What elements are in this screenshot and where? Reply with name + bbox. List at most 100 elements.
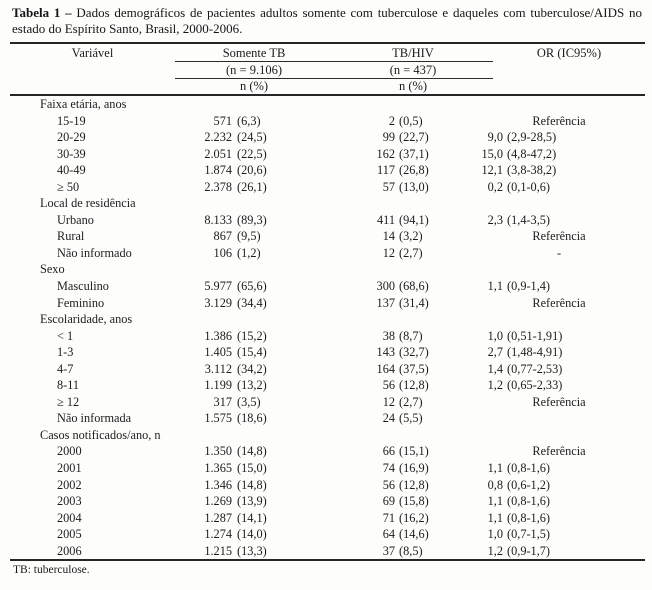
row-label-cell: Sexo — [10, 261, 175, 278]
row-label-cell: Local de residência — [10, 195, 175, 212]
row-label-cell: ≥ 50 — [10, 179, 175, 196]
column-header-somente-tb: Somente TB — [175, 44, 333, 62]
somente-tb-count: 2.051 — [204, 146, 232, 161]
somente-tb-percent: (15,2) — [237, 328, 267, 343]
or-confidence-interval: (0,1-0,6) — [507, 179, 551, 194]
tb-hiv-cell — [333, 311, 473, 328]
tb-hiv-percent: (8,7) — [399, 328, 423, 343]
column-header-tb-hiv: TB/HIV — [333, 44, 493, 62]
tb-hiv-cell — [333, 96, 473, 113]
somente-tb-percent: (34,2) — [237, 361, 267, 376]
section-row: Escolaridade, anos — [10, 311, 645, 328]
table-row: 30-39 2.051 (22,5) 162 (37,1) 15,0 (4,8-47,2) — [10, 146, 645, 163]
tb-hiv-count: 14 — [382, 229, 395, 244]
or-cell: 9,0 (2,9-28,5) — [473, 129, 645, 146]
tb-hiv-percent: (68,6) — [399, 279, 429, 294]
or-value: 1,0 — [487, 328, 503, 343]
or-cell — [473, 195, 645, 212]
somente-tb-cell — [175, 96, 333, 113]
somente-tb-percent: (9,5) — [237, 229, 261, 244]
or-confidence-interval: (2,9-28,5) — [507, 130, 557, 145]
tb-hiv-percent: (5,5) — [399, 411, 423, 426]
row-label-cell: 1-3 — [10, 344, 175, 361]
somente-tb-cell: 106 (1,2) — [175, 245, 333, 262]
tb-hiv-cell: 57 (13,0) — [333, 179, 473, 196]
table-row: 8-11 1.199 (13,2) 56 (12,8) 1,2 (0,65-2,33) — [10, 377, 645, 394]
row-label: ≥ 50 — [57, 179, 80, 194]
tb-hiv-count: 12 — [382, 394, 395, 409]
row-label: 15-19 — [57, 113, 86, 128]
or-value: Referência — [532, 444, 586, 459]
or-cell: 1,1 (0,8-1,6) — [473, 460, 645, 477]
somente-tb-cell: 1.269 (13,9) — [175, 493, 333, 510]
somente-tb-percent: (13,3) — [237, 543, 267, 558]
or-value: 1,0 — [487, 527, 503, 542]
or-value: 1,1 — [487, 510, 503, 525]
somente-tb-count: 1.874 — [204, 163, 232, 178]
row-label-cell: 4-7 — [10, 361, 175, 378]
tb-hiv-count: 56 — [382, 477, 395, 492]
somente-tb-percent: (65,6) — [237, 279, 267, 294]
or-value: 9,0 — [487, 130, 503, 145]
or-value: 1,1 — [487, 494, 503, 509]
tb-hiv-cell: 66 (15,1) — [333, 443, 473, 460]
somente-tb-percent: (14,8) — [237, 477, 267, 492]
tb-hiv-cell: 164 (37,5) — [333, 361, 473, 378]
tb-hiv-percent: (13,0) — [399, 179, 429, 194]
row-label: 1-3 — [57, 345, 74, 360]
or-value: 1,2 — [487, 378, 503, 393]
somente-tb-percent: (6,3) — [237, 113, 261, 128]
tb-hiv-count: 117 — [377, 163, 395, 178]
table-row: 2001 1.365 (15,0) 74 (16,9) 1,1 (0,8-1,6) — [10, 460, 645, 477]
somente-tb-count: 1.287 — [204, 510, 232, 525]
row-label: 2005 — [57, 527, 82, 542]
somente-tb-percent: (3,5) — [237, 394, 261, 409]
somente-tb-count: 867 — [213, 229, 232, 244]
table-row: Rural 867 (9,5) 14 (3,2) Referência — [10, 228, 645, 245]
or-cell — [473, 427, 645, 444]
or-cell: 1,1 (0,8-1,6) — [473, 493, 645, 510]
table-row: ≥ 50 2.378 (26,1) 57 (13,0) 0,2 (0,1-0,6) — [10, 179, 645, 196]
somente-tb-cell: 571 (6,3) — [175, 113, 333, 130]
tb-hiv-cell: 37 (8,5) — [333, 543, 473, 560]
somente-tb-count: 571 — [213, 113, 232, 128]
tb-hiv-cell: 137 (31,4) — [333, 295, 473, 312]
somente-tb-cell: 2.051 (22,5) — [175, 146, 333, 163]
somente-tb-cell: 2.378 (26,1) — [175, 179, 333, 196]
table-row: ≥ 12 317 (3,5) 12 (2,7) Referência — [10, 394, 645, 411]
row-label-cell: Escolaridade, anos — [10, 311, 175, 328]
somente-tb-percent: (26,1) — [237, 179, 267, 194]
column-header-or: OR (IC95%) — [536, 46, 602, 60]
somente-tb-percent: (89,3) — [237, 212, 267, 227]
tb-hiv-percent: (32,7) — [399, 345, 429, 360]
tb-hiv-cell: 56 (12,8) — [333, 377, 473, 394]
header-spacer — [10, 62, 175, 79]
tb-hiv-cell: 69 (15,8) — [333, 493, 473, 510]
or-confidence-interval: (0,8-1,6) — [507, 461, 551, 476]
tb-hiv-percent: (26,8) — [399, 163, 429, 178]
tb-hiv-count: 164 — [376, 361, 395, 376]
tb-hiv-cell: 162 (37,1) — [333, 146, 473, 163]
tb-hiv-count: 300 — [376, 279, 395, 294]
table-row: Urbano 8.133 (89,3) 411 (94,1) 2,3 (1,4-3,5) — [10, 212, 645, 229]
table-body: Faixa etária, anos 15-19 571 (6,3) 2 (0,5) Ref… — [10, 96, 645, 562]
or-confidence-interval: (0,6-1,2) — [507, 477, 551, 492]
row-label: 2003 — [57, 494, 82, 509]
tb-hiv-count: 74 — [382, 461, 395, 476]
table-row: 4-7 3.112 (34,2) 164 (37,5) 1,4 (0,77-2,53) — [10, 361, 645, 378]
somente-tb-cell: 1.386 (15,2) — [175, 328, 333, 345]
tb-hiv-cell: 14 (3,2) — [333, 228, 473, 245]
table-row: 2003 1.269 (13,9) 69 (15,8) 1,1 (0,8-1,6) — [10, 493, 645, 510]
or-value: 1,1 — [487, 461, 503, 476]
tb-hiv-percent: (31,4) — [399, 295, 429, 310]
tb-hiv-percent: (16,2) — [399, 510, 429, 525]
somente-tb-count: 1.386 — [204, 328, 232, 343]
table-row: 2004 1.287 (14,1) 71 (16,2) 1,1 (0,8-1,6) — [10, 510, 645, 527]
row-label: ≥ 12 — [57, 394, 80, 409]
row-label-cell: Feminino — [10, 295, 175, 312]
header-row-npct: n (%) n (%) — [10, 79, 645, 96]
tb-hiv-percent: (15,8) — [399, 494, 429, 509]
tb-hiv-percent: (14,6) — [399, 527, 429, 542]
row-label-cell: ≥ 12 — [10, 394, 175, 411]
tb-hiv-cell — [333, 195, 473, 212]
